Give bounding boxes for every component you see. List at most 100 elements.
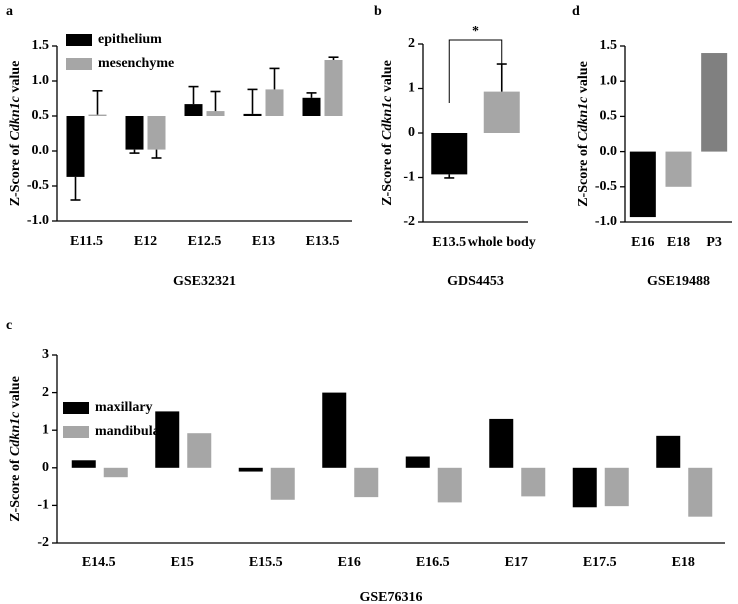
x-axis-label: GDS4453 <box>447 274 504 289</box>
bar <box>656 435 681 468</box>
y-tick-label: 1.5 <box>600 38 618 53</box>
y-tick-label: -1.0 <box>27 213 49 228</box>
y-axis-label-part: Cdkn1c <box>576 96 591 141</box>
y-axis-label: Z-Score of Cdkn1c value <box>8 61 23 207</box>
bar <box>431 133 468 175</box>
x-tick-label: E15 <box>171 555 194 570</box>
x-tick-label: E11.5 <box>70 234 103 249</box>
x-axis-label: GSE32321 <box>173 274 236 289</box>
bar <box>125 116 144 150</box>
legend-label: mesenchyme <box>98 56 174 71</box>
y-tick-label: 3 <box>42 347 49 362</box>
bar <box>187 433 212 468</box>
legend-label: epithelium <box>98 32 162 47</box>
legend-label: maxillary <box>95 400 153 415</box>
bar <box>665 151 692 187</box>
bar <box>572 467 597 508</box>
bar <box>701 53 728 152</box>
y-tick-label: -0.5 <box>595 179 617 194</box>
x-axis-label: GSE76316 <box>359 590 422 604</box>
y-tick-label: 0.5 <box>32 108 50 123</box>
x-tick-label: E16 <box>338 555 361 570</box>
y-axis-label-part: Z-Score of <box>380 140 395 206</box>
bar <box>88 114 107 116</box>
x-tick-label: E18 <box>667 235 690 250</box>
y-tick-label: 0.0 <box>600 144 618 159</box>
bar <box>324 60 343 116</box>
panel-label: a <box>6 4 13 19</box>
bar <box>71 460 96 468</box>
y-tick-label: -1 <box>37 498 49 513</box>
x-tick-label: E13 <box>252 234 275 249</box>
legend-label: mandibular <box>95 424 166 439</box>
y-tick-label: -2 <box>403 214 415 229</box>
y-tick-label: -2 <box>37 535 49 550</box>
y-axis-label-part: Z-Score of <box>8 456 23 522</box>
y-tick-label: 0.5 <box>600 109 618 124</box>
y-tick-label: 2 <box>408 36 415 51</box>
y-axis-label-part: Cdkn1c <box>8 411 23 456</box>
x-tick-label: P3 <box>706 235 722 250</box>
x-tick-label: E13.5 <box>306 234 340 249</box>
x-axis-label: GSE19488 <box>647 274 710 289</box>
y-tick-label: 0 <box>42 460 49 475</box>
legend-swatch <box>63 426 89 438</box>
x-tick-label: E16 <box>631 235 654 250</box>
x-tick-label: E18 <box>672 555 695 570</box>
annotation: * <box>472 24 479 39</box>
y-axis-label-part: Z-Score of <box>8 140 23 206</box>
x-tick-label: whole body <box>468 235 536 250</box>
y-axis-label-part: Cdkn1c <box>8 95 23 140</box>
x-tick-label: E12.5 <box>188 234 222 249</box>
bar <box>238 467 263 472</box>
bar <box>354 467 379 498</box>
bar <box>322 392 347 468</box>
bar <box>437 467 462 503</box>
y-axis-label-part: Cdkn1c <box>380 95 395 140</box>
x-tick-label: E17.5 <box>583 555 617 570</box>
legend-swatch <box>66 58 92 70</box>
bar <box>521 467 546 497</box>
y-axis-label-part: value <box>8 61 23 96</box>
y-tick-label: 1 <box>408 81 415 96</box>
y-tick-label: 1.0 <box>600 73 618 88</box>
y-tick-label: 1.5 <box>32 38 50 53</box>
bar <box>265 89 284 116</box>
x-tick-label: E16.5 <box>416 555 450 570</box>
y-axis-label: Z-Score of Cdkn1c value <box>576 61 591 207</box>
y-axis-label-part: value <box>576 61 591 96</box>
y-axis-label: Z-Score of Cdkn1c value <box>380 60 395 206</box>
y-tick-label: 2 <box>42 385 49 400</box>
y-axis-label-part: value <box>8 376 23 411</box>
y-tick-label: 1 <box>42 422 49 437</box>
panel-label: d <box>572 4 580 19</box>
bar <box>629 151 656 218</box>
y-axis-label: Z-Score of Cdkn1c value <box>8 376 23 522</box>
y-axis-label-part: value <box>380 60 395 95</box>
panel-label: b <box>374 4 382 19</box>
bar <box>147 116 166 150</box>
x-tick-label: E17 <box>505 555 528 570</box>
x-tick-label: E14.5 <box>82 555 116 570</box>
bar <box>243 113 262 116</box>
bar <box>604 467 629 507</box>
bar <box>206 111 225 116</box>
y-tick-label: 0.0 <box>32 143 50 158</box>
bar <box>155 411 180 468</box>
y-axis-label-part: Z-Score of <box>576 141 591 207</box>
bar <box>103 467 128 478</box>
x-tick-label: E13.5 <box>432 235 466 250</box>
significance-bracket <box>448 39 503 103</box>
bar <box>688 467 713 517</box>
x-tick-label: E12 <box>134 234 157 249</box>
legend-swatch <box>63 402 89 414</box>
bar <box>270 467 295 500</box>
y-tick-label: 0 <box>408 125 415 140</box>
bar <box>405 456 430 468</box>
bar <box>489 418 514 468</box>
bar <box>483 91 520 133</box>
y-tick-label: 1.0 <box>32 73 50 88</box>
y-tick-label: -1 <box>403 170 415 185</box>
bar <box>184 104 203 116</box>
